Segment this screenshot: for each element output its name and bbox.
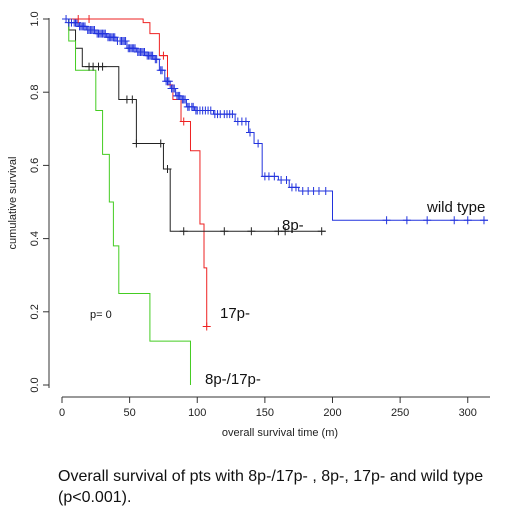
censor-mark: [241, 117, 250, 126]
curve-17p-: [62, 18, 208, 327]
x-tick-label: 50: [124, 407, 136, 419]
censor-mark: [163, 165, 172, 174]
axes: [48, 18, 490, 398]
x-tick-label: 200: [323, 407, 341, 419]
censor-mark: [321, 187, 330, 196]
censor-mark: [128, 95, 137, 104]
censor-mark: [170, 84, 179, 93]
x-axis-label: overall survival time (m): [222, 427, 338, 439]
curve-wild-type: [62, 18, 489, 221]
figure-caption: Overall survival of pts with 8p-/17p- , …: [58, 468, 484, 506]
y-ticks: 0.0 0.2 0.4 0.6 0.8 1.0: [29, 11, 49, 393]
censor-mark: [159, 51, 168, 60]
p-value-annotation: p= 0: [90, 309, 112, 321]
y-tick-label: 0.2: [29, 304, 41, 319]
censor-mark: [164, 77, 173, 86]
censor-mark: [179, 227, 188, 236]
censor-mark: [282, 176, 291, 185]
x-tick-label: 0: [59, 407, 65, 419]
label-wild-type: wild type: [426, 199, 485, 216]
censor-mark: [274, 227, 283, 236]
censor-mark: [382, 216, 391, 225]
censor-mark: [423, 216, 432, 225]
label-8p-17p: 8p-/17p-: [205, 371, 261, 388]
y-tick-label: 0.6: [29, 158, 41, 173]
label-17p: 17p-: [220, 305, 250, 322]
curve-8p-17p-: [62, 18, 191, 385]
censor-mark: [463, 216, 472, 225]
censor-mark: [281, 227, 290, 236]
censor-mark: [479, 216, 488, 225]
censor-mark: [202, 322, 211, 331]
censor-mark: [270, 172, 279, 181]
censor-mark: [156, 139, 165, 148]
censor-mark: [206, 106, 215, 115]
y-tick-label: 0.8: [29, 85, 41, 100]
x-tick-label: 300: [459, 407, 477, 419]
censor-marks: [62, 15, 488, 331]
censor-mark: [181, 95, 190, 104]
censor-mark: [314, 187, 323, 196]
x-tick-label: 100: [188, 407, 206, 419]
censor-mark: [179, 117, 188, 126]
censor-mark: [74, 15, 83, 23]
censor-mark: [317, 227, 326, 236]
censor-mark: [132, 139, 141, 148]
curve-8p-: [62, 18, 326, 232]
censor-mark: [228, 110, 237, 119]
x-ticks: 0 50 100 150 200 250 300: [59, 397, 477, 419]
y-tick-label: 0.4: [29, 231, 41, 246]
censor-mark: [245, 128, 254, 137]
x-tick-label: 150: [256, 407, 274, 419]
censor-mark: [158, 66, 167, 75]
censor-mark: [247, 227, 256, 236]
y-axis-label: cumulative survival: [7, 157, 19, 250]
censor-mark: [98, 62, 107, 71]
censor-mark: [85, 15, 94, 23]
censor-mark: [121, 36, 130, 45]
survival-chart: 0.0 0.2 0.4 0.6 0.8 1.0 0 50 100 150 200 250 300 cu…: [7, 11, 490, 439]
survival-curves: [62, 18, 489, 385]
censor-mark: [254, 139, 263, 148]
censor-mark: [291, 183, 300, 192]
censor-mark: [402, 216, 411, 225]
censor-mark: [220, 227, 229, 236]
x-tick-label: 250: [391, 407, 409, 419]
y-tick-label: 0.0: [29, 377, 41, 392]
censor-mark: [450, 216, 459, 225]
label-8p: 8p-: [282, 217, 304, 234]
censor-mark: [152, 55, 161, 64]
y-tick-label: 1.0: [29, 11, 41, 26]
